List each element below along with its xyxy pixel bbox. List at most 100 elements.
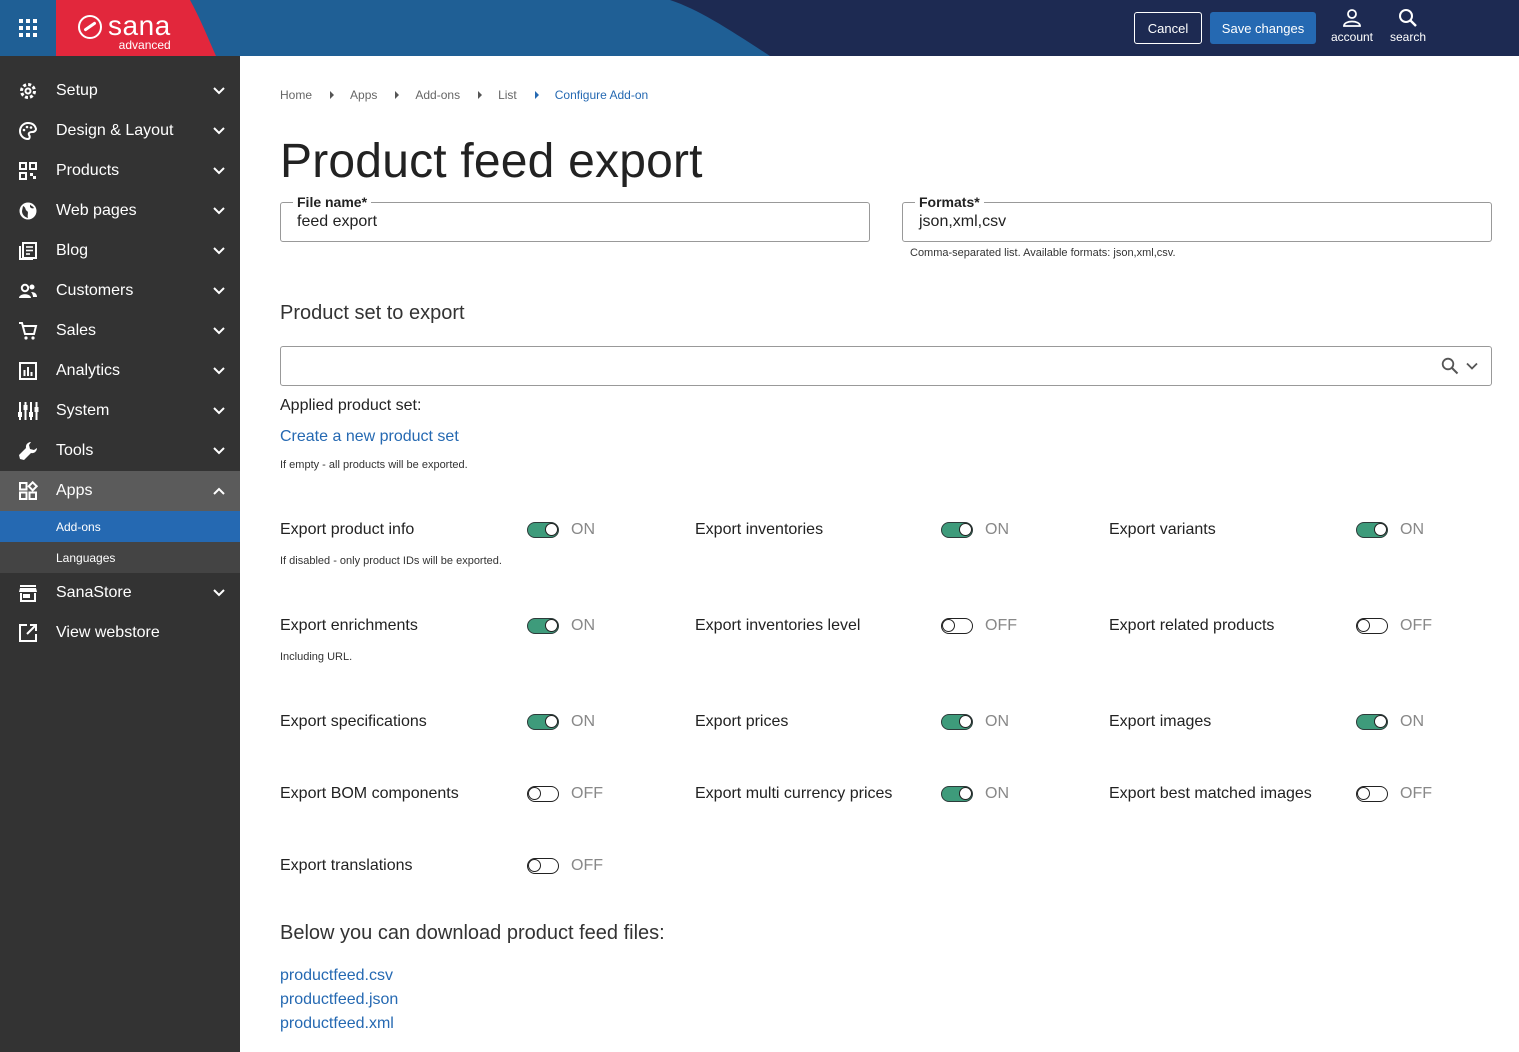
file-name-value: feed export (297, 213, 378, 230)
sidebar-item-products[interactable]: Products (0, 151, 240, 191)
export-translations-label: Export translations (280, 857, 413, 874)
sidebar-subitem-label: Add-ons (56, 519, 101, 534)
export-enrichments-hint: Including URL. (280, 651, 353, 663)
brand-edition: advanced (118, 38, 171, 52)
chevron-down-icon (213, 367, 225, 375)
breadcrumb-home[interactable]: Home (280, 88, 313, 102)
sidebar-item-label: Analytics (56, 362, 121, 379)
sana-logo[interactable]: sana advanced (78, 12, 171, 51)
sidebar-item-system[interactable]: System (0, 391, 240, 431)
brand-name: sana (108, 10, 171, 41)
export-inventories-toggle[interactable] (941, 522, 973, 538)
breadcrumb-separator-icon (478, 91, 483, 99)
download-link-xml[interactable]: productfeed.xml (280, 1015, 394, 1032)
sidebar-item-web-pages[interactable]: Web pages (0, 191, 240, 231)
export-inventories-label: Export inventories (695, 521, 824, 538)
sidebar-subitem-label: Languages (56, 550, 116, 565)
newspaper-icon (17, 240, 39, 262)
export-enrichments-label: Export enrichments (280, 617, 418, 634)
sliders-icon (17, 400, 39, 422)
search-icon[interactable] (1441, 357, 1459, 375)
export-inventories-level-toggle[interactable] (941, 618, 973, 634)
account-label: account (1330, 30, 1374, 44)
sidebar-subitem-languages[interactable]: Languages (0, 542, 240, 573)
export-images-state: ON (1400, 713, 1424, 730)
create-product-set-link[interactable]: Create a new product set (280, 428, 459, 445)
breadcrumb-apps[interactable]: Apps (350, 88, 378, 102)
chevron-down-icon[interactable] (1465, 359, 1479, 373)
chevron-down-icon (213, 447, 225, 455)
export-product-info-state: ON (571, 521, 595, 538)
export-translations-toggle[interactable] (527, 858, 559, 874)
search-icon (1399, 9, 1417, 27)
sidebar-item-label: SanaStore (56, 584, 132, 601)
sidebar-subitem-add-ons[interactable]: Add-ons (0, 511, 240, 542)
sidebar-item-apps[interactable]: Apps (0, 471, 240, 511)
external-link-icon (17, 622, 39, 644)
sidebar-item-sanastore[interactable]: SanaStore (0, 573, 240, 613)
export-related-products-state: OFF (1400, 617, 1432, 634)
export-bom-components-label: Export BOM components (280, 785, 459, 802)
breadcrumb-list[interactable]: List (498, 88, 517, 102)
sidebar-item-label: Apps (56, 482, 93, 499)
export-prices-state: ON (985, 713, 1009, 730)
widgets-icon (17, 480, 39, 502)
export-related-products-toggle[interactable] (1356, 618, 1388, 634)
export-multi-currency-prices-state: ON (985, 785, 1009, 802)
formats-field[interactable]: Formats* json,xml,csv (902, 194, 1492, 242)
sidebar-item-blog[interactable]: Blog (0, 231, 240, 271)
export-bom-components-toggle[interactable] (527, 786, 559, 802)
export-prices-toggle[interactable] (941, 714, 973, 730)
download-link-csv[interactable]: productfeed.csv (280, 967, 393, 984)
export-inventories-level-state: OFF (985, 617, 1017, 634)
account-button[interactable]: account (1324, 8, 1380, 44)
sidebar-item-sales[interactable]: Sales (0, 311, 240, 351)
export-inventories-state: ON (985, 521, 1009, 538)
sidebar-item-label: Blog (56, 242, 89, 259)
file-name-field[interactable]: File name* feed export (280, 194, 870, 242)
export-multi-currency-prices-toggle[interactable] (941, 786, 973, 802)
download-link-json[interactable]: productfeed.json (280, 991, 399, 1008)
export-images-toggle[interactable] (1356, 714, 1388, 730)
search-button[interactable]: search (1380, 8, 1436, 44)
save-changes-button[interactable]: Save changes (1210, 12, 1316, 44)
palette-icon (17, 120, 39, 142)
sidebar-item-analytics[interactable]: Analytics (0, 351, 240, 391)
sidebar-item-label: Tools (56, 442, 94, 459)
sidebar-item-customers[interactable]: Customers (0, 271, 240, 311)
sidebar-item-tools[interactable]: Tools (0, 431, 240, 471)
app-launcher-button[interactable] (0, 0, 56, 56)
chevron-down-icon (213, 407, 225, 415)
sidebar-item-view-webstore[interactable]: View webstore (0, 613, 240, 653)
sidebar-item-label: Products (56, 162, 120, 179)
formats-hint: Comma-separated list. Available formats:… (910, 247, 1176, 259)
sidebar-item-label: Customers (56, 282, 134, 299)
export-variants-toggle[interactable] (1356, 522, 1388, 538)
gear-icon (17, 80, 39, 102)
sidebar: Setup Design & Layout Products Web pages… (0, 56, 240, 1052)
product-set-search-input[interactable] (280, 346, 1492, 386)
formats-value: json,xml,csv (919, 213, 1007, 230)
formats-label: Formats* (915, 194, 984, 210)
breadcrumb-current: Configure Add-on (554, 88, 649, 102)
applied-product-set-label: Applied product set: (280, 397, 422, 414)
export-best-matched-images-state: OFF (1400, 785, 1432, 802)
sidebar-item-label: Web pages (56, 202, 137, 219)
store-icon (17, 582, 39, 604)
export-bom-components-state: OFF (571, 785, 603, 802)
chevron-up-icon (213, 487, 225, 495)
export-product-info-toggle[interactable] (527, 522, 559, 538)
breadcrumb-add-ons[interactable]: Add-ons (415, 88, 461, 102)
chart-icon (17, 360, 39, 382)
export-product-info-label: Export product info (280, 521, 415, 538)
export-specifications-toggle[interactable] (527, 714, 559, 730)
export-specifications-state: ON (571, 713, 595, 730)
export-enrichments-toggle[interactable] (527, 618, 559, 634)
export-prices-label: Export prices (695, 713, 789, 730)
sidebar-item-design-layout[interactable]: Design & Layout (0, 111, 240, 151)
sidebar-item-label: Design & Layout (56, 122, 174, 139)
cancel-button[interactable]: Cancel (1134, 12, 1202, 44)
sidebar-item-setup[interactable]: Setup (0, 71, 240, 111)
export-best-matched-images-toggle[interactable] (1356, 786, 1388, 802)
breadcrumb: Home Apps Add-ons List Configure Add-on (280, 88, 648, 102)
